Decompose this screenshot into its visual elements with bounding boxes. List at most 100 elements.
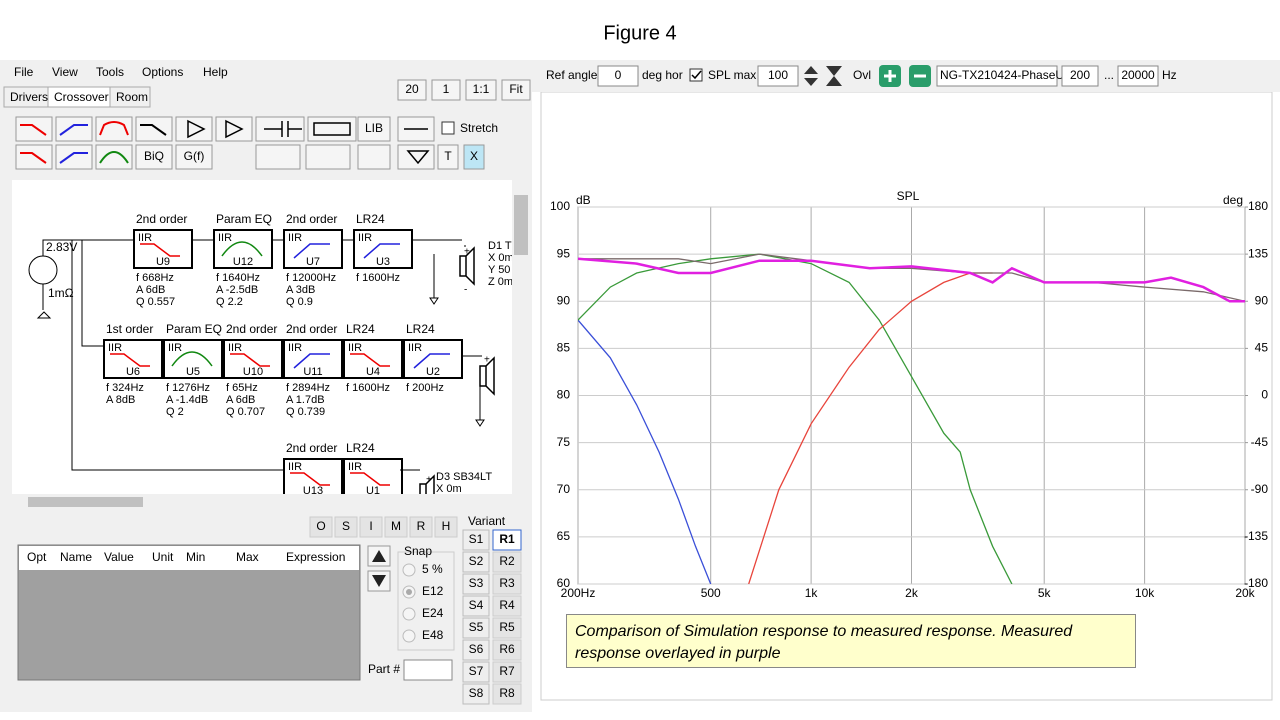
table-header: Value (104, 550, 134, 564)
tool-button[interactable] (357, 144, 391, 170)
r-button[interactable] (492, 639, 522, 661)
filter-block[interactable] (103, 339, 163, 379)
state-button[interactable] (309, 516, 333, 538)
tab[interactable] (109, 86, 151, 108)
fmin-input[interactable] (1061, 65, 1099, 87)
block-param: f 1600Hz (346, 382, 390, 394)
tool-button[interactable] (307, 116, 357, 142)
spl-curve (748, 272, 993, 584)
snap-radio[interactable] (402, 607, 416, 621)
filter-block[interactable] (283, 229, 343, 269)
view-button[interactable] (501, 79, 531, 101)
s-button[interactable] (462, 595, 490, 617)
x-button[interactable] (463, 144, 485, 170)
filter-button[interactable] (15, 116, 53, 142)
ovl-label: Ovl (853, 68, 871, 82)
filter-button[interactable] (15, 144, 53, 170)
lib-button[interactable] (357, 116, 391, 142)
r-button[interactable] (492, 529, 522, 551)
r-button[interactable] (492, 573, 522, 595)
tab-label: Crossover (54, 90, 109, 104)
s-button-label: S3 (469, 576, 484, 590)
menu-item: Help (203, 65, 228, 79)
view-button[interactable] (397, 79, 427, 101)
tool-button[interactable] (397, 144, 435, 170)
filter-button[interactable] (55, 144, 93, 170)
spl-checkbox[interactable] (689, 68, 703, 82)
x-tick-label: 2k (905, 586, 919, 600)
s-button[interactable] (462, 551, 490, 573)
filter-button[interactable] (55, 116, 93, 142)
filter-button[interactable] (95, 144, 133, 170)
annotation: Comparison of Simulation response to mea… (566, 614, 1136, 668)
tool-button[interactable] (255, 144, 301, 170)
state-button[interactable] (409, 516, 433, 538)
biq-button[interactable] (135, 144, 173, 170)
driver-label: D3 SB34LT (436, 471, 492, 483)
filter-block[interactable] (343, 458, 403, 497)
s-button[interactable] (462, 529, 490, 551)
state-button[interactable] (384, 516, 408, 538)
filter-block[interactable] (133, 229, 193, 269)
tool-button[interactable] (305, 144, 351, 170)
fmax-input[interactable] (1117, 65, 1159, 87)
filter-block[interactable] (163, 339, 223, 379)
x-tick-label: 20k (1235, 586, 1255, 600)
s-button[interactable] (462, 617, 490, 639)
spl-curve (578, 257, 1245, 303)
gf-button[interactable] (175, 144, 213, 170)
snap-radio[interactable] (402, 563, 416, 577)
view-button[interactable] (431, 79, 461, 101)
r-button-label: R5 (499, 620, 515, 634)
block-icon (230, 353, 270, 367)
state-button[interactable] (359, 516, 383, 538)
filter-block[interactable] (223, 339, 283, 379)
r-button-label: R1 (499, 532, 515, 546)
filter-block[interactable] (343, 339, 403, 379)
filter-block[interactable] (283, 458, 343, 497)
snap-radio[interactable] (402, 629, 416, 643)
biq-label: BiQ (144, 149, 164, 163)
x-tick-label: 10k (1135, 586, 1155, 600)
menu-item: Tools (96, 65, 124, 79)
r-button[interactable] (492, 617, 522, 639)
spl-curve (578, 319, 712, 584)
hz-label: Hz (1162, 68, 1177, 82)
block-icon (363, 243, 400, 259)
filter-block[interactable] (213, 229, 273, 269)
s-button[interactable] (462, 661, 490, 683)
part-input[interactable] (403, 659, 453, 681)
filter-icon (140, 124, 167, 136)
state-button[interactable] (334, 516, 358, 538)
tool-button[interactable] (215, 116, 253, 142)
block-icon (110, 353, 150, 367)
tool-button[interactable] (175, 116, 213, 142)
spl-input[interactable] (757, 65, 799, 87)
filter-block[interactable] (403, 339, 463, 379)
r-button[interactable] (492, 551, 522, 573)
r-button[interactable] (492, 683, 522, 705)
r-button-label: R6 (499, 642, 515, 656)
block-id: U1 (366, 485, 380, 497)
y2-tick-label: -90 (1251, 482, 1269, 496)
lib-label: LIB (365, 121, 383, 135)
filter-block[interactable] (283, 339, 343, 379)
state-button[interactable] (434, 516, 458, 538)
r-button[interactable] (492, 595, 522, 617)
filter-button[interactable] (135, 116, 173, 142)
view-button[interactable] (465, 79, 497, 101)
s-button-label: S1 (469, 532, 484, 546)
t-button[interactable] (437, 144, 459, 170)
stretch-checkbox[interactable] (441, 121, 455, 135)
r-button[interactable] (492, 661, 522, 683)
filter-block[interactable] (353, 229, 413, 269)
file-input[interactable] (936, 65, 1058, 87)
angle-input[interactable] (597, 65, 639, 87)
s-button[interactable] (462, 683, 490, 705)
block-id: U2 (426, 366, 440, 378)
s-button[interactable] (462, 573, 490, 595)
snap-option: E48 (422, 628, 444, 642)
block-icon (350, 472, 390, 486)
s-button[interactable] (462, 639, 490, 661)
